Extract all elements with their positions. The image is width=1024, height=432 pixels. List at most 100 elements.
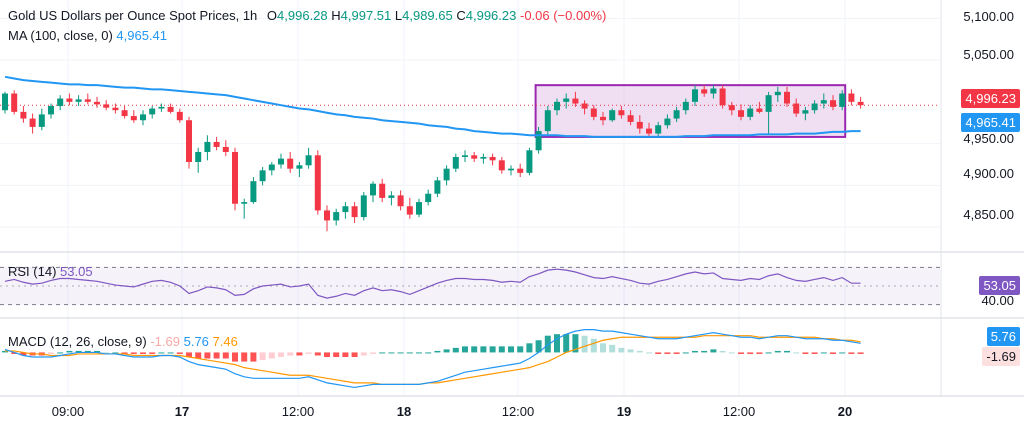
- macd-histogram-bar: [112, 352, 119, 354]
- macd-histogram-bar: [84, 350, 91, 353]
- candle-body: [222, 146, 229, 152]
- candle-body: [84, 99, 91, 102]
- last-price-tag: 4,996.23: [961, 89, 1020, 108]
- candle-body: [324, 210, 330, 221]
- rsi-pane: [0, 266, 940, 306]
- ma-label: MA (100, close, 0): [8, 28, 113, 43]
- candle-body: [20, 111, 27, 119]
- macd-histogram-bar: [278, 352, 284, 357]
- candle-body: [370, 183, 376, 196]
- candle-body: [728, 105, 735, 111]
- candle-body: [268, 164, 275, 171]
- time-tick: 12:00: [722, 404, 756, 419]
- candle-body: [738, 110, 744, 117]
- price-tick: 4,900.00: [963, 166, 1014, 181]
- grid: [0, 0, 940, 395]
- macd-histogram-bar: [360, 352, 367, 356]
- macd-histogram-bar: [48, 352, 54, 354]
- candle-body: [305, 155, 312, 166]
- macd-histogram-bar: [784, 350, 790, 353]
- candle-body: [241, 202, 248, 204]
- candle-body: [646, 128, 652, 134]
- rsi-label: RSI (14): [8, 264, 57, 279]
- candle-body: [572, 98, 579, 104]
- macd-histogram-bar: [857, 352, 864, 354]
- macd-histogram-bar: [186, 352, 192, 357]
- high-label: H: [331, 8, 341, 23]
- macd-histogram-bar: [434, 350, 441, 353]
- macd-histogram-bar: [471, 346, 478, 353]
- candle-body: [38, 114, 45, 127]
- candle-body: [618, 110, 625, 116]
- candle-body: [48, 106, 54, 115]
- candle-body: [443, 168, 450, 181]
- price-tick: 4,850.00: [963, 207, 1014, 222]
- macd-histogram-bar: [370, 352, 376, 354]
- candle-body: [406, 206, 413, 215]
- time-tick: 20: [837, 404, 853, 419]
- candle-body: [802, 110, 809, 114]
- time-tick: 19: [616, 404, 632, 419]
- candles: [2, 85, 864, 232]
- candle-body: [149, 108, 156, 115]
- candle-body: [526, 150, 533, 173]
- candle-body: [388, 195, 395, 198]
- macd-histogram-bar: [498, 346, 505, 353]
- macd-line-value: 5.76: [183, 334, 209, 349]
- time-tick: 12:00: [501, 404, 535, 419]
- candle-body: [480, 156, 487, 159]
- macd-histogram-bar: [213, 352, 220, 359]
- macd-histogram-bar: [149, 352, 156, 354]
- macd-histogram-bar: [600, 343, 606, 353]
- candle-body: [627, 115, 634, 122]
- macd-histogram-bar: [250, 352, 257, 362]
- candle-body: [296, 165, 303, 169]
- candle-body: [682, 101, 689, 111]
- low-label: L: [394, 8, 403, 23]
- candle-body: [278, 158, 284, 165]
- candle-body: [11, 93, 18, 112]
- macd-histogram-bar: [94, 350, 100, 353]
- candle-body: [2, 93, 8, 111]
- macd-histogram-bar: [581, 335, 588, 353]
- macd-histogram-bar: [314, 352, 321, 356]
- candle-body: [664, 118, 671, 126]
- signal-series: [5, 335, 861, 385]
- change-value: -0.06 (−0.00%): [519, 8, 607, 23]
- candle-body: [673, 110, 680, 119]
- candle-body: [314, 155, 321, 211]
- macd-histogram-bar: [618, 347, 625, 353]
- macd-histogram-bar: [103, 352, 110, 354]
- macd-histogram-bar: [397, 352, 404, 354]
- macd-histogram-bar: [480, 346, 487, 353]
- chart-header: Gold US Dollars per Ounce Spot Prices, 1…: [8, 8, 606, 23]
- macd-histogram-bar: [692, 350, 698, 353]
- macd-histogram-bar: [268, 352, 275, 359]
- candle-body: [29, 118, 36, 127]
- candle-body: [379, 183, 386, 198]
- macd-histogram-bar: [176, 352, 183, 354]
- rsi-level-label: 40.00: [981, 293, 1014, 308]
- macd-histogram-bar: [75, 350, 82, 353]
- rsi-value: 53.05: [60, 264, 93, 279]
- candle-body: [360, 195, 367, 218]
- candle-body: [581, 103, 588, 109]
- macd-histogram-bar: [11, 352, 18, 354]
- macd-histogram-bar: [636, 350, 643, 353]
- macd-histogram-bar: [406, 352, 413, 354]
- macd-histogram-bar: [425, 352, 432, 354]
- candle-body: [232, 151, 238, 204]
- macd-histogram-bar: [701, 350, 708, 353]
- macd-histogram-bar: [452, 347, 459, 353]
- candle-body: [701, 89, 708, 94]
- candle-body: [554, 101, 560, 111]
- price-tick: 5,050.00: [963, 47, 1014, 62]
- macd-pane: [2, 329, 864, 389]
- macd-histogram-bar: [627, 349, 634, 353]
- macd-histogram-bar: [811, 352, 818, 354]
- candle-body: [66, 98, 73, 102]
- candle-body: [508, 168, 514, 171]
- rsi-legend: RSI (14) 53.05: [8, 264, 93, 279]
- candle-body: [103, 104, 110, 108]
